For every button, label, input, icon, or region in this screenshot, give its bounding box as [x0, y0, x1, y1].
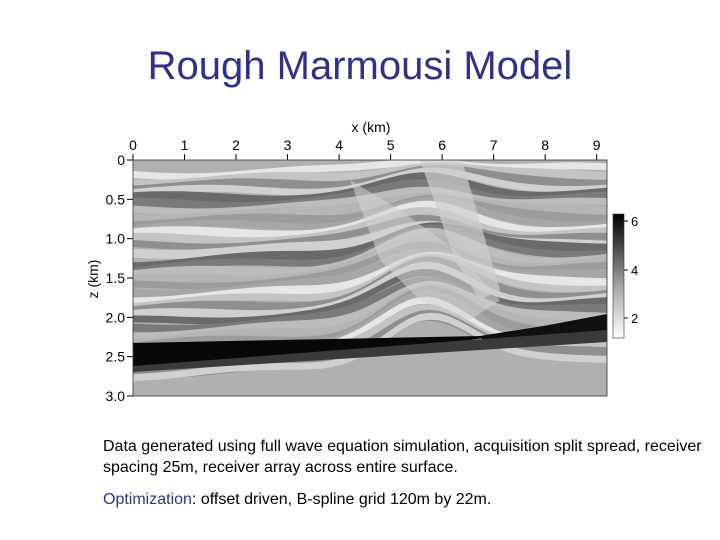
- colorbar-ticks: 6 4 2: [624, 214, 638, 326]
- strata-layer: [133, 283, 607, 346]
- x-tick-label: 8: [541, 137, 549, 153]
- strata-layer: [133, 167, 607, 197]
- x-tick-label: 5: [387, 137, 395, 153]
- x-tick-label: 9: [593, 137, 601, 153]
- strata-layer: [133, 304, 607, 369]
- slide-title: Rough Marmousi Model: [147, 44, 573, 88]
- strata-layer: [133, 162, 607, 189]
- description-paragraph: Data generated using full wave equation …: [103, 438, 702, 476]
- strata-layer: [133, 269, 607, 325]
- y-axis-ticks: 0 0.5 1.0 1.5 2.0 2.5 3.0: [106, 152, 133, 404]
- strata-layer: [133, 276, 607, 334]
- optimization-paragraph: Optimization: offset driven, B-spline gr…: [103, 489, 703, 510]
- colorbar: [612, 213, 625, 339]
- x-tick-label: 4: [335, 137, 343, 153]
- x-tick-label: 7: [490, 137, 498, 153]
- y-tick-label: 2.5: [106, 349, 126, 365]
- x-tick-label: 6: [438, 137, 446, 153]
- x-tick-label: 2: [232, 137, 240, 153]
- slide-body: Data generated using full wave equation …: [103, 436, 703, 510]
- strata-layer: [133, 241, 607, 290]
- strata-layer: [133, 285, 607, 352]
- velocity-model-image: [133, 160, 607, 396]
- strata-layer: [133, 253, 607, 310]
- x-tick-label: 1: [181, 137, 189, 153]
- optimization-keyword: Optimization: [103, 491, 192, 508]
- x-tick-label: 3: [284, 137, 292, 153]
- strata-layer: [133, 224, 607, 275]
- colorbar-tick-label: 2: [631, 311, 638, 326]
- strata-layer: [133, 186, 607, 216]
- x-axis-ticks: 0 1 2 3 4 5 6 7 8 9: [129, 137, 601, 160]
- y-tick-label: 3.0: [106, 388, 126, 404]
- colorbar-tick-label: 6: [631, 214, 638, 229]
- y-tick-label: 0.5: [106, 191, 126, 207]
- y-tick-label: 1.0: [106, 231, 126, 247]
- x-axis-label: x (km): [352, 119, 391, 135]
- x-tick-label: 0: [129, 137, 137, 153]
- strata-layer: [133, 247, 607, 299]
- optimization-detail: : offset driven, B-spline grid 120m by 2…: [191, 491, 492, 508]
- y-tick-label: 0: [117, 152, 125, 168]
- strata-layer: [133, 280, 607, 344]
- y-tick-label: 1.5: [106, 270, 126, 286]
- colorbar-tick-label: 4: [631, 263, 638, 278]
- strata-layer: [133, 220, 607, 259]
- strata-layer: [133, 296, 607, 360]
- y-tick-label: 2.0: [106, 309, 126, 325]
- y-axis-label: z (km): [85, 260, 101, 299]
